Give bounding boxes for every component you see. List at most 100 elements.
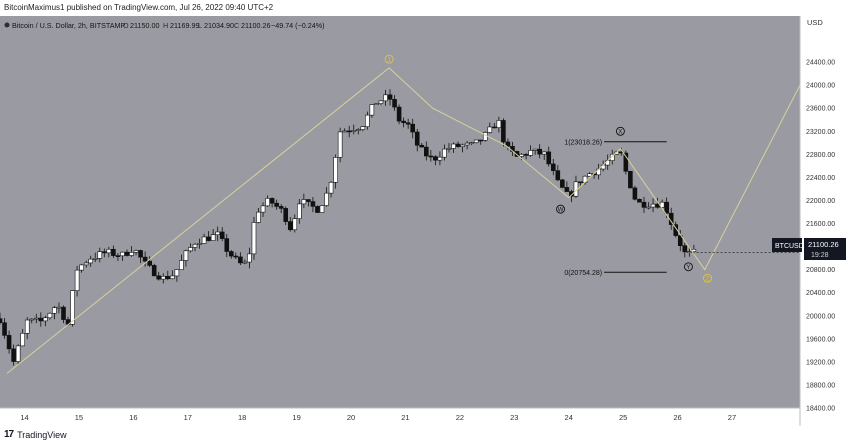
wave-label-text: X: [618, 130, 622, 136]
time-tick-label: 25: [619, 413, 627, 422]
candles-group: [0, 89, 697, 366]
candle: [47, 312, 53, 319]
candle: [451, 143, 456, 149]
tradingview-logo[interactable]: 17 TradingView: [4, 429, 67, 440]
candle: [151, 265, 157, 277]
top-bar: BitcoinMaximus1 published on TradingView…: [0, 0, 850, 16]
candle: [201, 236, 207, 244]
time-tick-label: 23: [510, 413, 518, 422]
candle: [306, 199, 311, 202]
candle: [482, 132, 488, 141]
candle: [351, 130, 357, 132]
legend-high: 21169.99: [170, 21, 199, 30]
candle: [170, 275, 175, 280]
candle: [111, 248, 116, 256]
legend-dot-icon: [4, 22, 10, 28]
legend-symbol: Bitcoin / U.S. Dollar, 2h, BITSTAMP: [12, 21, 126, 30]
candle: [179, 260, 184, 270]
candle: [442, 148, 447, 158]
candle: [628, 170, 633, 189]
fib-levels: 1(23018.26) 0(20754.28): [564, 139, 800, 277]
price-badge-symbol: BTCUSD: [775, 243, 804, 250]
candle: [183, 250, 189, 261]
time-tick-label: 18: [238, 413, 246, 422]
price-tick-label: 19200.00: [806, 359, 835, 366]
candle: [609, 153, 615, 161]
wave-line: [6, 67, 801, 374]
candle: [206, 236, 211, 241]
wave-label-text: 1: [387, 58, 391, 64]
price-tick-label: 24000.00: [806, 83, 835, 90]
price-tick-label: 20800.00: [806, 267, 835, 274]
candle: [192, 243, 198, 248]
price-tick-label: 24400.00: [806, 60, 835, 67]
candle: [360, 126, 366, 130]
candle: [424, 146, 429, 157]
price-chart[interactable]: USD 1(23018.26) 0(20754.28) 1 2 W X Y 18400.0…: [0, 16, 850, 426]
candle: [319, 205, 325, 213]
candle: [346, 130, 352, 133]
candle: [523, 154, 529, 156]
candle: [251, 222, 257, 255]
candle: [297, 203, 302, 219]
candle: [569, 191, 574, 197]
plot-background: [0, 16, 800, 408]
time-tick-label: 19: [292, 413, 300, 422]
candle: [473, 139, 479, 143]
candle: [374, 103, 379, 105]
candle: [52, 307, 57, 314]
svg-text:Bitcoin / U.S. Dollar, 2h, BIT: Bitcoin / U.S. Dollar, 2h, BITSTAMP O 21…: [12, 21, 325, 30]
fib-level-label: 1(23018.26): [564, 139, 602, 146]
time-tick-label: 15: [75, 413, 83, 422]
candle: [83, 262, 89, 266]
candle: [74, 269, 80, 291]
wave-label-circle: [556, 204, 565, 214]
candle: [219, 231, 225, 239]
candle: [355, 129, 361, 131]
candle: [405, 122, 411, 125]
candle: [120, 251, 125, 257]
wave-label-text: 2: [706, 277, 710, 283]
currency-label: USD: [807, 18, 823, 27]
wave-label-circle: [703, 273, 712, 283]
candle: [156, 275, 162, 280]
candle: [687, 251, 692, 253]
candle: [328, 181, 334, 194]
price-tick-label: 19600.00: [806, 336, 835, 343]
candle: [587, 173, 592, 177]
candle: [24, 319, 30, 334]
candle: [160, 276, 166, 280]
candle: [528, 150, 533, 156]
time-tick-label: 26: [673, 413, 681, 422]
candle: [478, 139, 484, 142]
candle: [133, 250, 139, 253]
tradingview-logo-icon: 17: [4, 429, 14, 440]
candle: [324, 192, 329, 206]
price-badge: BTCUSD 21100.26 19:28: [772, 238, 846, 260]
candle: [56, 306, 62, 309]
time-axis-background: [0, 408, 800, 426]
candle: [269, 198, 275, 204]
candle: [560, 179, 565, 188]
candle: [174, 269, 180, 277]
candle: [365, 114, 370, 127]
candle: [646, 206, 651, 209]
candle: [337, 131, 343, 158]
candle: [33, 317, 39, 320]
candle: [419, 144, 425, 148]
candle: [0, 318, 3, 323]
candle: [88, 258, 94, 264]
candle: [383, 94, 388, 102]
legend-change: −49.74 (−0.24%): [271, 21, 325, 30]
candle: [247, 253, 252, 263]
wave-labels: 1 2 W X Y: [384, 54, 712, 283]
time-tick-label: 21: [401, 413, 409, 422]
candle: [6, 335, 12, 350]
candle: [210, 234, 216, 241]
candle: [224, 238, 230, 252]
candle: [396, 106, 402, 122]
price-tick-label: 20000.00: [806, 313, 835, 320]
candle: [414, 131, 420, 146]
candle: [287, 221, 293, 231]
price-badge-price: 21100.26: [808, 240, 839, 249]
